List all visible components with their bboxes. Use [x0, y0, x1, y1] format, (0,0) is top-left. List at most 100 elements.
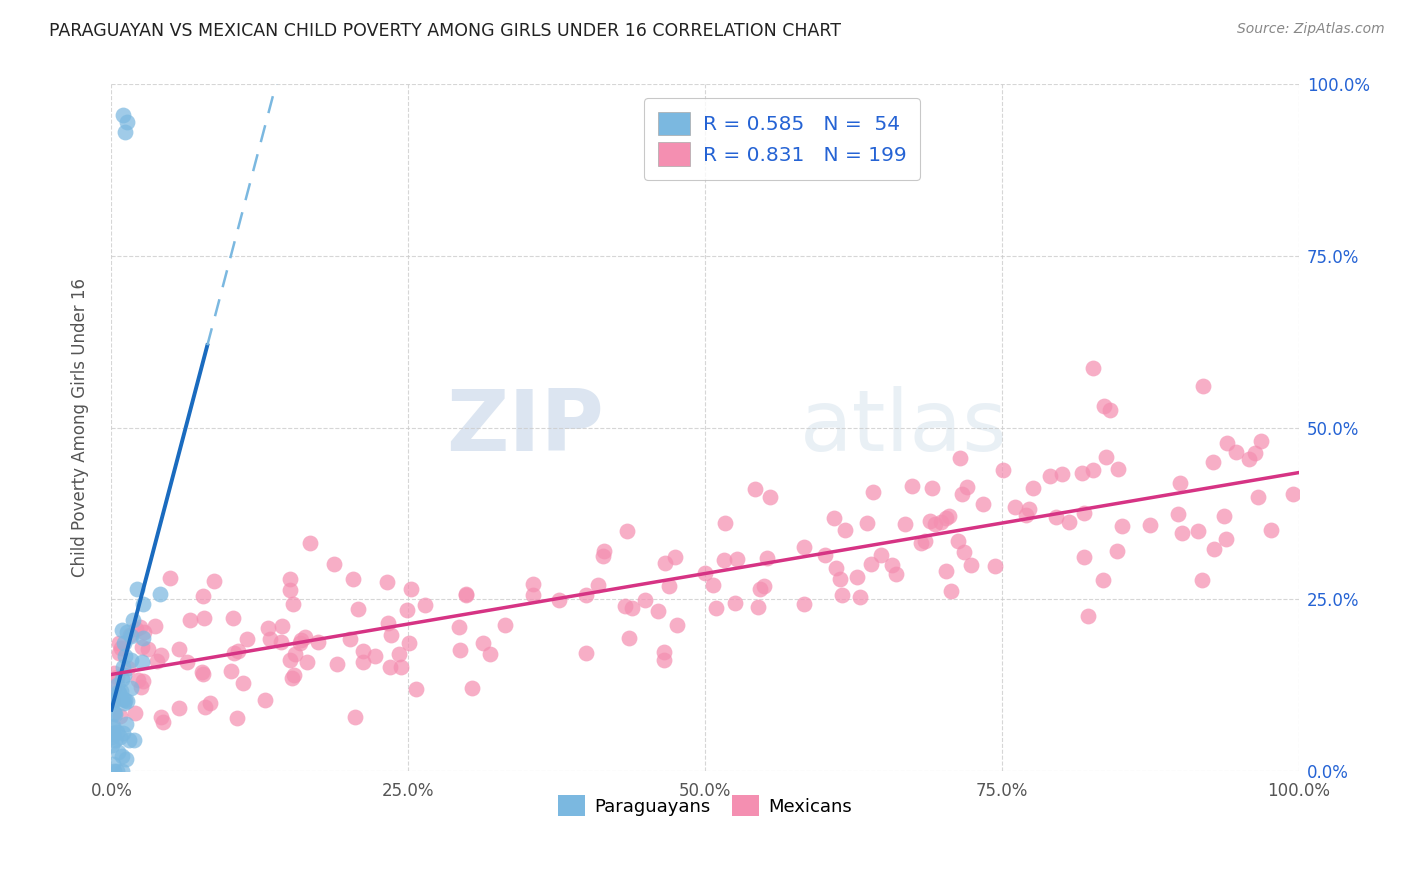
Text: ZIP: ZIP: [446, 386, 605, 469]
Point: [100, 720, 122, 734]
Point: [339, 632, 361, 646]
Point: [972, 497, 994, 511]
Point: [149, 587, 172, 601]
Point: [960, 558, 983, 573]
Point: [342, 572, 364, 586]
Point: [744, 482, 766, 496]
Point: [103, 764, 125, 778]
Point: [1192, 379, 1215, 393]
Point: [122, 733, 145, 747]
Point: [117, 661, 139, 675]
Point: [953, 544, 976, 558]
Point: [633, 593, 655, 607]
Point: [124, 706, 146, 720]
Point: [105, 764, 128, 778]
Point: [377, 616, 399, 631]
Point: [326, 657, 349, 671]
Point: [956, 480, 979, 494]
Point: [236, 632, 259, 646]
Point: [388, 647, 411, 661]
Point: [695, 566, 717, 581]
Point: [652, 645, 675, 659]
Point: [114, 126, 136, 140]
Point: [1111, 519, 1133, 533]
Point: [1018, 501, 1040, 516]
Point: [666, 618, 689, 632]
Point: [352, 644, 374, 658]
Point: [1004, 500, 1026, 514]
Point: [1039, 469, 1062, 483]
Point: [939, 583, 962, 598]
Point: [1247, 490, 1270, 504]
Point: [278, 572, 301, 586]
Point: [281, 671, 304, 685]
Point: [226, 644, 249, 658]
Point: [125, 582, 148, 596]
Point: [884, 567, 907, 582]
Point: [522, 588, 544, 602]
Point: [461, 681, 484, 695]
Point: [101, 692, 124, 706]
Point: [993, 463, 1015, 477]
Point: [121, 613, 143, 627]
Point: [347, 602, 370, 616]
Point: [862, 485, 884, 500]
Point: [984, 558, 1007, 573]
Point: [108, 646, 131, 660]
Point: [893, 516, 915, 531]
Point: [793, 540, 815, 554]
Point: [929, 516, 952, 530]
Point: [454, 588, 477, 602]
Point: [283, 668, 305, 682]
Point: [830, 572, 852, 586]
Point: [111, 623, 134, 637]
Point: [112, 668, 135, 682]
Point: [1059, 515, 1081, 529]
Point: [756, 550, 779, 565]
Point: [494, 618, 516, 632]
Point: [143, 619, 166, 633]
Point: [295, 655, 318, 669]
Point: [167, 700, 190, 714]
Point: [364, 648, 387, 663]
Point: [921, 481, 943, 495]
Point: [278, 653, 301, 667]
Point: [749, 582, 772, 597]
Point: [278, 583, 301, 598]
Point: [104, 692, 127, 706]
Point: [479, 648, 502, 662]
Point: [575, 647, 598, 661]
Point: [127, 673, 149, 688]
Point: [1092, 399, 1115, 413]
Point: [1022, 481, 1045, 495]
Point: [548, 593, 571, 607]
Point: [104, 733, 127, 747]
Point: [101, 695, 124, 709]
Point: [100, 738, 122, 752]
Point: [222, 611, 245, 625]
Point: [747, 599, 769, 614]
Y-axis label: Child Poverty Among Girls Under 16: Child Poverty Among Girls Under 16: [72, 278, 89, 577]
Point: [283, 598, 305, 612]
Point: [1250, 434, 1272, 448]
Point: [946, 534, 969, 549]
Point: [949, 451, 972, 466]
Point: [901, 478, 924, 492]
Point: [845, 569, 868, 583]
Point: [396, 603, 419, 617]
Point: [115, 694, 138, 708]
Point: [284, 647, 307, 661]
Point: [702, 578, 724, 592]
Point: [1168, 475, 1191, 490]
Point: [1077, 608, 1099, 623]
Point: [259, 632, 281, 647]
Point: [1094, 450, 1116, 464]
Point: [456, 587, 478, 601]
Point: [592, 549, 614, 564]
Point: [111, 660, 134, 674]
Point: [825, 561, 848, 575]
Point: [1050, 467, 1073, 482]
Point: [110, 673, 132, 687]
Point: [1225, 445, 1247, 459]
Point: [131, 640, 153, 654]
